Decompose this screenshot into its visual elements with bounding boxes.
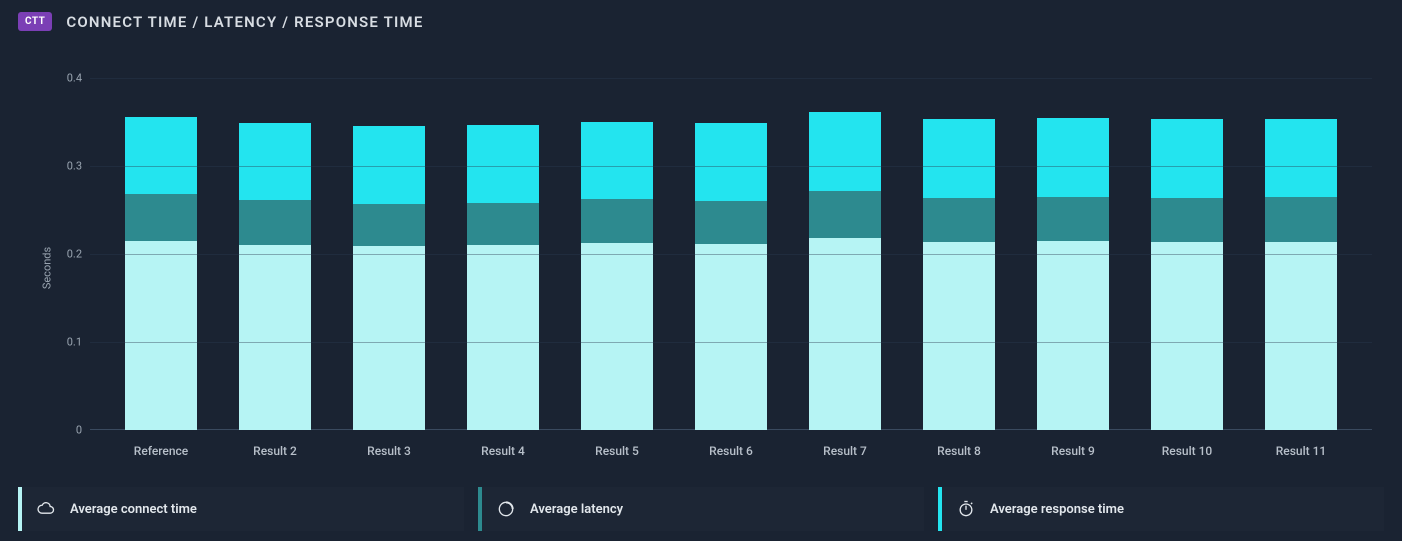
x-tick-label: Result 10 xyxy=(1162,444,1213,458)
x-tick-label: Result 7 xyxy=(823,444,867,458)
chart-zone: Seconds ReferenceResult 2Result 3Result … xyxy=(30,60,1372,475)
stacked-bar[interactable] xyxy=(125,117,197,430)
bar-seg-latency xyxy=(1151,198,1223,242)
bar-seg-connect xyxy=(353,246,425,430)
bar-seg-latency xyxy=(581,199,653,243)
stacked-bar[interactable] xyxy=(809,112,881,430)
bar-seg-connect xyxy=(125,241,197,430)
panel-badge: CTT xyxy=(18,12,52,31)
stacked-bar[interactable] xyxy=(581,122,653,430)
bar-seg-latency xyxy=(923,198,995,242)
bar-seg-response xyxy=(695,123,767,201)
bar-seg-connect xyxy=(1037,241,1109,430)
panel-header: CTT CONNECT TIME / LATENCY / RESPONSE TI… xyxy=(0,0,1402,39)
legend-item[interactable]: Average connect time xyxy=(18,487,464,531)
bar-seg-response xyxy=(1265,119,1337,197)
bar-seg-response xyxy=(125,117,197,194)
bar-seg-connect xyxy=(1151,242,1223,430)
bar-seg-response xyxy=(239,123,311,200)
legend-row: Average connect time Average latency Avera… xyxy=(18,487,1384,531)
x-tick-label: Result 5 xyxy=(595,444,639,458)
bar-seg-response xyxy=(1037,118,1109,197)
bar-seg-response xyxy=(581,122,653,199)
bar-seg-latency xyxy=(125,194,197,241)
panel-title: CONNECT TIME / LATENCY / RESPONSE TIME xyxy=(66,13,423,31)
legend-item[interactable]: Average response time xyxy=(938,487,1384,531)
grid-line xyxy=(90,166,1372,167)
grid-line xyxy=(90,78,1372,79)
bar-seg-connect xyxy=(809,238,881,430)
y-tick-label: 0.4 xyxy=(48,72,82,85)
x-tick-label: Result 2 xyxy=(253,444,297,458)
legend-label: Average response time xyxy=(990,502,1124,517)
y-tick-label: 0.1 xyxy=(48,336,82,349)
bar-seg-latency xyxy=(239,200,311,245)
y-tick-label: 0 xyxy=(48,424,82,437)
stacked-bar[interactable] xyxy=(1037,118,1109,430)
grid-line xyxy=(90,254,1372,255)
legend-label: Average connect time xyxy=(70,502,197,517)
stacked-bar[interactable] xyxy=(695,123,767,430)
x-tick-label: Result 8 xyxy=(937,444,981,458)
x-tick-label: Result 9 xyxy=(1051,444,1095,458)
legend-item[interactable]: Average latency xyxy=(478,487,924,531)
metrics-panel: CTT CONNECT TIME / LATENCY / RESPONSE TI… xyxy=(0,0,1402,541)
x-tick-label: Result 11 xyxy=(1276,444,1327,458)
bar-seg-response xyxy=(923,119,995,197)
bar-seg-latency xyxy=(1037,197,1109,241)
x-tick-label: Result 6 xyxy=(709,444,753,458)
bar-seg-latency xyxy=(467,203,539,245)
bar-seg-connect xyxy=(581,243,653,430)
bar-seg-connect xyxy=(1265,242,1337,430)
bar-seg-response xyxy=(809,112,881,190)
grid-line xyxy=(90,342,1372,343)
stacked-bar[interactable] xyxy=(239,123,311,430)
stacked-bar[interactable] xyxy=(353,126,425,430)
y-tick-label: 0.3 xyxy=(48,160,82,173)
plot-area: ReferenceResult 2Result 3Result 4Result … xyxy=(90,78,1372,430)
x-tick-label: Result 4 xyxy=(481,444,525,458)
bar-seg-response xyxy=(467,125,539,203)
bar-seg-connect xyxy=(923,242,995,430)
bar-seg-latency xyxy=(809,191,881,239)
x-tick-label: Reference xyxy=(134,444,188,458)
bar-seg-response xyxy=(1151,119,1223,198)
bar-seg-connect xyxy=(695,244,767,430)
spinner-icon xyxy=(496,499,516,519)
cloud-icon xyxy=(36,499,56,519)
bar-seg-connect xyxy=(239,245,311,430)
legend-label: Average latency xyxy=(530,502,623,517)
bar-seg-latency xyxy=(1265,197,1337,242)
bar-seg-latency xyxy=(695,201,767,244)
x-tick-label: Result 3 xyxy=(367,444,411,458)
bar-seg-latency xyxy=(353,204,425,246)
bar-seg-connect xyxy=(467,245,539,430)
stacked-bar[interactable] xyxy=(467,125,539,430)
stopwatch-icon xyxy=(956,499,976,519)
y-tick-label: 0.2 xyxy=(48,248,82,261)
